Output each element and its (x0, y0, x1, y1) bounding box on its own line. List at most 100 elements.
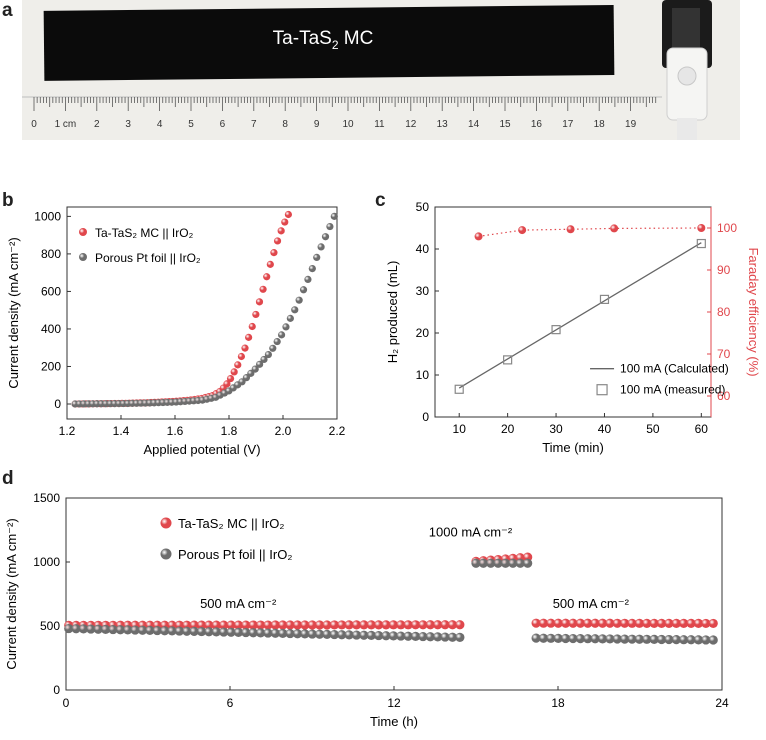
data-point (130, 625, 140, 635)
data-point (455, 632, 465, 643)
ruler-label: 12 (405, 119, 417, 130)
x-axis-label: Time (h) (370, 714, 418, 729)
data-point (233, 627, 244, 637)
series-group (64, 552, 718, 630)
annotation-label: 500 mA cm⁻² (553, 596, 630, 611)
data-point (642, 618, 652, 628)
x-tick-label: 20 (501, 422, 515, 436)
data-point (366, 620, 376, 630)
data-point (277, 227, 285, 235)
ruler-label: 19 (625, 119, 637, 130)
sample-photo: Ta-TaS2 MC 0 1 cm 2 3 4 5 6 7 8 9 10 11 12 13 14 15 16 17… (22, 0, 740, 140)
data-point (679, 635, 689, 645)
data-point (708, 618, 718, 629)
data-point (440, 620, 450, 630)
x-tick-label: 40 (598, 422, 612, 436)
data-point (211, 627, 221, 637)
legend-marker (160, 548, 172, 560)
data-point (256, 360, 264, 368)
data-point (374, 620, 384, 630)
data-point (282, 323, 290, 331)
data-point (561, 633, 571, 644)
data-point (286, 314, 294, 322)
data-point (649, 618, 659, 628)
series-group (64, 558, 718, 645)
data-point (553, 618, 563, 628)
ruler-label: 11 (374, 119, 385, 130)
data-point (260, 355, 268, 364)
ruler: 0 1 cm 2 3 4 5 6 7 8 9 10 11 12 13 14 15 16 17 18 19 (22, 96, 662, 130)
panel-letter-c: c (375, 190, 386, 211)
data-point (64, 623, 74, 634)
data-point (295, 296, 303, 304)
x-tick-label: 12 (387, 696, 401, 710)
data-point (508, 558, 518, 568)
data-point (500, 558, 511, 568)
data-point (620, 618, 630, 628)
data-point (425, 632, 435, 642)
data-point (248, 628, 258, 638)
legend-label: 100 mA (measured) (620, 383, 725, 397)
data-point (230, 368, 238, 376)
data-point (701, 618, 711, 629)
data-point (263, 273, 271, 281)
data-point (344, 630, 354, 640)
data-point (315, 620, 325, 630)
ruler-label: 14 (468, 119, 480, 130)
series-group (71, 212, 338, 408)
data-point (634, 634, 645, 644)
data-point (447, 632, 458, 642)
y2-tick-label: 70 (717, 347, 731, 361)
legend-marker (79, 253, 87, 261)
data-point (664, 634, 674, 645)
y2-tick-label: 60 (717, 389, 731, 403)
data-point (252, 310, 260, 319)
y-tick-label: 0 (53, 683, 60, 697)
data-point (359, 630, 369, 640)
panel-letter-d: d (2, 468, 14, 489)
data-point (234, 361, 242, 369)
legend-label: Porous Pt foil || IrO₂ (95, 251, 201, 265)
panel-letter-b: b (2, 190, 14, 211)
data-point (108, 624, 118, 635)
data-point (433, 632, 443, 642)
data-point (292, 629, 303, 639)
data-point (307, 629, 317, 639)
data-point (255, 298, 264, 306)
data-point (568, 618, 578, 628)
data-point (597, 618, 608, 628)
series-group (71, 210, 292, 408)
data-point (634, 618, 645, 628)
data-point (403, 620, 413, 630)
ruler-label: 1 cm (55, 119, 77, 130)
data-point (515, 558, 525, 568)
faraday-point (474, 232, 483, 241)
y-tick-label: 30 (416, 284, 430, 298)
data-point (241, 620, 251, 630)
ruler-label: 5 (188, 119, 194, 130)
data-point (686, 635, 696, 645)
data-point (410, 620, 421, 630)
y-tick-label: 0 (54, 397, 61, 411)
data-point (486, 558, 496, 568)
data-point (693, 618, 704, 629)
data-point (612, 634, 622, 644)
data-point (277, 331, 286, 339)
x-tick-label: 50 (646, 422, 660, 436)
data-point (174, 626, 185, 636)
data-point (664, 618, 674, 628)
data-point (478, 558, 488, 568)
y-tick-label: 50 (416, 200, 430, 214)
data-point (101, 624, 111, 634)
data-point (322, 629, 332, 639)
measured-point (503, 355, 513, 365)
ruler-label: 4 (157, 119, 163, 130)
x-tick-label: 1.4 (113, 424, 130, 438)
data-point (605, 634, 615, 644)
y-tick-label: 1500 (33, 491, 60, 505)
y-tick-label: 10 (416, 368, 430, 382)
measured-point (696, 238, 706, 249)
data-point (204, 620, 214, 630)
data-point (627, 618, 637, 628)
data-point (241, 627, 251, 638)
